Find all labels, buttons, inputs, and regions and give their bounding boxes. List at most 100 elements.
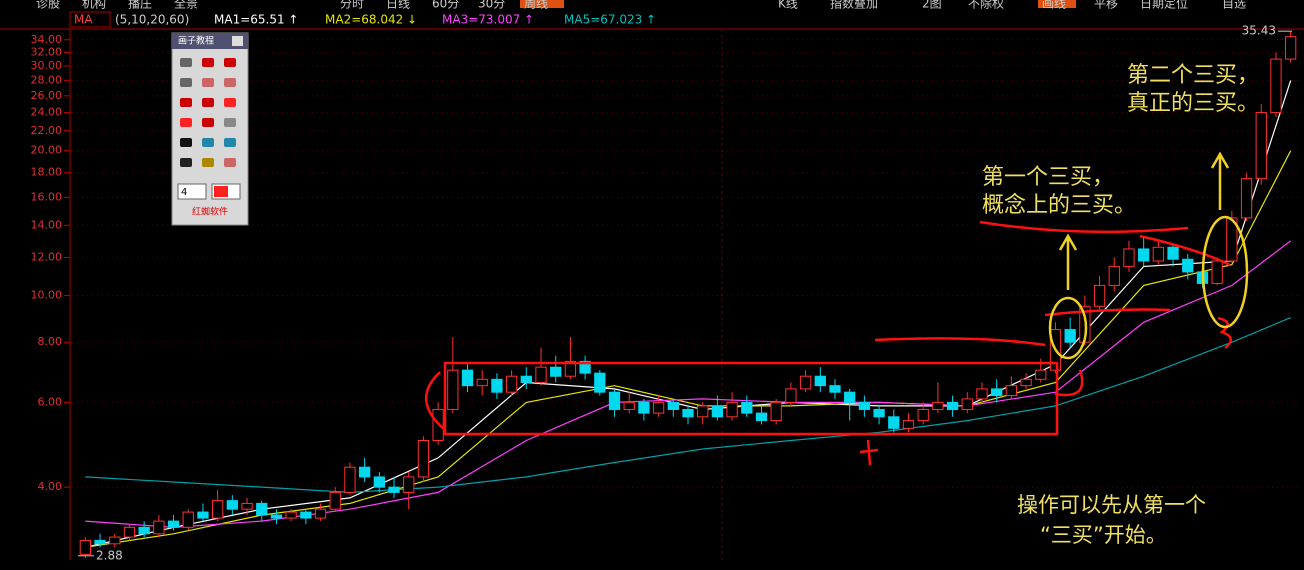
tool-icon[interactable]	[202, 98, 214, 107]
period-tab[interactable]: 周线	[524, 0, 548, 11]
y-tick-label: 34.00	[31, 33, 63, 46]
stroke	[979, 220, 1231, 317]
candle-body	[667, 401, 679, 410]
annotation: 概念上的三买。	[982, 193, 1136, 218]
menu-item[interactable]: 播庄	[128, 0, 152, 11]
period-tab[interactable]: 60分	[432, 0, 459, 11]
candle-body	[829, 385, 841, 393]
tool-icon[interactable]	[224, 118, 236, 127]
tool-icon[interactable]	[202, 158, 214, 167]
candle-body	[1240, 178, 1253, 219]
candle-body	[300, 511, 312, 519]
tool-button[interactable]: 画线	[1042, 0, 1066, 11]
candle-body	[285, 511, 297, 519]
candle-body	[1226, 217, 1238, 262]
range-box	[443, 361, 1059, 436]
tool-button[interactable]: 平移	[1094, 0, 1118, 11]
candle-body	[1138, 248, 1150, 262]
arrow	[1058, 151, 1230, 290]
tool-icon[interactable]	[224, 158, 236, 167]
candle-body	[94, 539, 106, 545]
candle-body	[1270, 58, 1282, 114]
candle-body	[623, 401, 635, 410]
candle-body	[1093, 284, 1106, 307]
low-price-label: 2.88	[96, 548, 123, 562]
y-tick-label: 18.00	[31, 166, 63, 179]
tool-icon[interactable]	[224, 58, 236, 67]
menu-item[interactable]: 机构	[82, 0, 106, 11]
active-tab	[520, 0, 564, 8]
candle-body	[755, 412, 768, 422]
close-button[interactable]	[232, 36, 243, 46]
indicator-select[interactable]	[69, 11, 111, 28]
y-tick-label: 6.00	[38, 395, 63, 408]
menu-item[interactable]: 诊股	[36, 0, 60, 11]
tool-button[interactable]: 不除权	[968, 0, 1004, 11]
tool-icon[interactable]	[180, 138, 192, 147]
y-tick-label: 30.00	[31, 59, 63, 72]
tool-icon[interactable]	[180, 158, 192, 167]
candle-body	[608, 391, 621, 410]
ma-line	[85, 317, 1291, 494]
tool-icon[interactable]	[180, 98, 192, 107]
tool-icon[interactable]	[202, 138, 214, 147]
tool-button[interactable]: 指数叠加	[830, 0, 878, 11]
toolbox-footer: 红蜘软件	[192, 206, 228, 218]
y-tick-label: 10.00	[31, 289, 63, 302]
period-tab[interactable]: 30分	[478, 0, 505, 11]
candle-body	[1005, 385, 1018, 397]
candle-body	[1035, 369, 1047, 380]
tool-icon[interactable]	[224, 98, 236, 107]
candle-body	[932, 401, 944, 410]
tool-icon[interactable]	[202, 58, 214, 67]
candle-body	[976, 388, 988, 400]
annotation: “三买”开始。	[1040, 523, 1167, 547]
candle-body	[785, 388, 797, 403]
circle	[1201, 215, 1249, 329]
tool-button[interactable]: 自选	[1222, 0, 1246, 11]
candle-body	[902, 420, 915, 429]
annotation: 第一个三买，	[982, 165, 1114, 190]
tool-icon[interactable]	[180, 78, 192, 87]
candle-body	[564, 360, 577, 377]
candle-body	[79, 539, 91, 555]
toolbox-title: 画子教程	[178, 35, 214, 47]
tool-icon[interactable]	[224, 138, 236, 147]
annotation: 第二个三买，	[1127, 63, 1259, 88]
tool-icon[interactable]	[202, 118, 214, 127]
stroke	[424, 371, 446, 431]
candle-body	[844, 391, 856, 403]
candle-body	[1064, 329, 1076, 343]
candle-body	[741, 401, 753, 414]
high-price-label: 35.43	[1242, 24, 1276, 38]
candle-body	[652, 401, 665, 414]
drawing-toolbox: 画子教程 4 红蜘软件	[171, 32, 249, 226]
tool-icon[interactable]	[224, 78, 236, 87]
legend-item: MA1=65.51 ↑	[214, 13, 298, 27]
menu-item[interactable]: 全景	[174, 0, 198, 11]
tool-icon[interactable]	[202, 78, 214, 87]
y-tick-label: 20.00	[31, 144, 63, 157]
candle-body	[1211, 260, 1223, 284]
candle-body	[520, 375, 532, 383]
tool-icon[interactable]	[180, 58, 192, 67]
y-tick-label: 32.00	[31, 45, 63, 58]
candle-body	[241, 502, 253, 510]
tool-button[interactable]: 日期定位	[1140, 0, 1188, 11]
candle-body	[314, 508, 327, 519]
color-swatch	[214, 186, 228, 197]
indicator-name[interactable]: MA	[74, 13, 93, 27]
candle-body	[1020, 378, 1032, 387]
candle-body	[814, 375, 826, 387]
candle-body	[461, 369, 474, 387]
size-select[interactable]	[177, 183, 207, 200]
tool-icon[interactable]	[180, 118, 192, 127]
legend-item: MA3=73.007 ↑	[442, 13, 534, 27]
period-tab[interactable]: 分时	[340, 0, 364, 11]
tool-button[interactable]: 2图	[922, 0, 942, 11]
period-tab[interactable]: 日线	[386, 0, 410, 11]
candle-body	[579, 360, 591, 374]
tool-button[interactable]: K线	[778, 0, 798, 11]
candle-body	[1167, 246, 1179, 260]
size-value: 4	[181, 187, 187, 198]
